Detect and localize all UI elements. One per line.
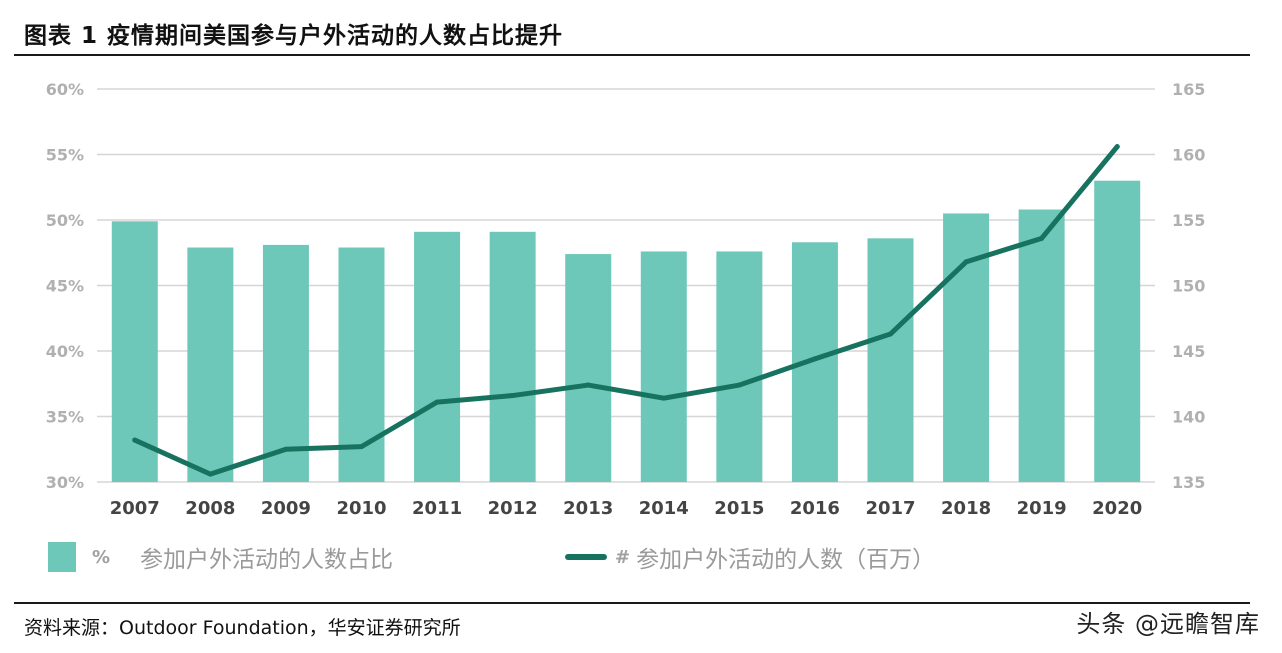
x-tick-label: 2010 (336, 498, 386, 519)
y-left-tick-label: 45% (46, 277, 84, 296)
x-tick-label: 2015 (714, 498, 764, 519)
bar (187, 247, 234, 482)
line-point (510, 393, 516, 399)
y-left-tick-label: 50% (46, 211, 84, 230)
x-tick-label: 2014 (639, 498, 689, 519)
line-point (207, 471, 213, 477)
bar (565, 254, 612, 482)
x-tick-label: 2019 (1017, 498, 1067, 519)
y-right-tick-label: 165 (1172, 80, 1205, 99)
y-right-tick-label: 150 (1172, 277, 1205, 296)
legend-line-series: # 参加户外活动的人数（百万） (565, 540, 935, 574)
line-point (434, 399, 440, 405)
source-note: 资料来源：Outdoor Foundation，华安证券研究所 (24, 617, 461, 639)
line-point (812, 356, 818, 362)
legend-line-prefix: # (615, 546, 631, 568)
line-point (132, 437, 138, 443)
x-tick-label: 2007 (110, 498, 160, 519)
y-left-tick-label: 40% (46, 342, 84, 361)
y-left-tick-label: 55% (46, 146, 84, 165)
y-left-tick-label: 60% (46, 80, 84, 99)
y-right-tick-label: 140 (1172, 408, 1205, 427)
combo-chart: 30% 35% 40% 45% 50% 55% 60% 135 140 145 150 155 160 1… (46, 80, 1206, 519)
legend-bar-series: % 参加户外活动的人数占比 (48, 540, 393, 574)
legend-bar-label: 参加户外活动的人数占比 (140, 547, 394, 573)
y-left-tick-label: 35% (46, 408, 84, 427)
bar (943, 213, 990, 482)
legend-line-label: 参加户外活动的人数（百万） (636, 547, 936, 573)
bar (262, 244, 309, 482)
line-point (1039, 235, 1045, 241)
bar (1094, 180, 1141, 482)
bar (867, 238, 914, 482)
x-tick-label: 2017 (865, 498, 915, 519)
title-divider (14, 54, 1250, 56)
bar (338, 247, 385, 482)
line-point (888, 331, 893, 337)
y-right-tick-label: 155 (1172, 211, 1205, 230)
line-series (132, 144, 1120, 477)
watermark: 头条 @远瞻智库 (1076, 610, 1260, 638)
x-tick-label: 2012 (488, 498, 538, 519)
legend-bar-swatch (48, 542, 76, 572)
line-point (661, 395, 667, 401)
chart-title: 图表 1 疫情期间美国参与户外活动的人数占比提升 (24, 23, 564, 49)
x-tick-label: 2009 (261, 498, 311, 519)
bar (414, 231, 461, 482)
legend-bar-prefix: % (92, 546, 111, 568)
line-point (585, 382, 591, 388)
y-left-tick-label: 30% (46, 473, 84, 492)
footer-divider (14, 602, 1250, 604)
legend-line-swatch (565, 554, 607, 560)
y-right-tick-label: 135 (1172, 473, 1205, 492)
y-right-tick-label: 145 (1172, 342, 1205, 361)
x-tick-label: 2016 (790, 498, 840, 519)
line-point (283, 446, 289, 452)
bar (640, 251, 687, 482)
line-point (1114, 144, 1120, 150)
x-tick-label: 2008 (185, 498, 235, 519)
line-point (359, 444, 364, 450)
x-tick-label: 2020 (1092, 498, 1142, 519)
line-point (963, 259, 969, 265)
bar (716, 251, 763, 482)
x-tick-label: 2013 (563, 498, 613, 519)
x-tick-label: 2011 (412, 498, 462, 519)
x-tick-label: 2018 (941, 498, 991, 519)
line-point (736, 382, 742, 388)
y-right-tick-label: 160 (1172, 146, 1205, 165)
bar (1018, 209, 1065, 482)
bar (111, 221, 158, 482)
bar (489, 231, 536, 482)
